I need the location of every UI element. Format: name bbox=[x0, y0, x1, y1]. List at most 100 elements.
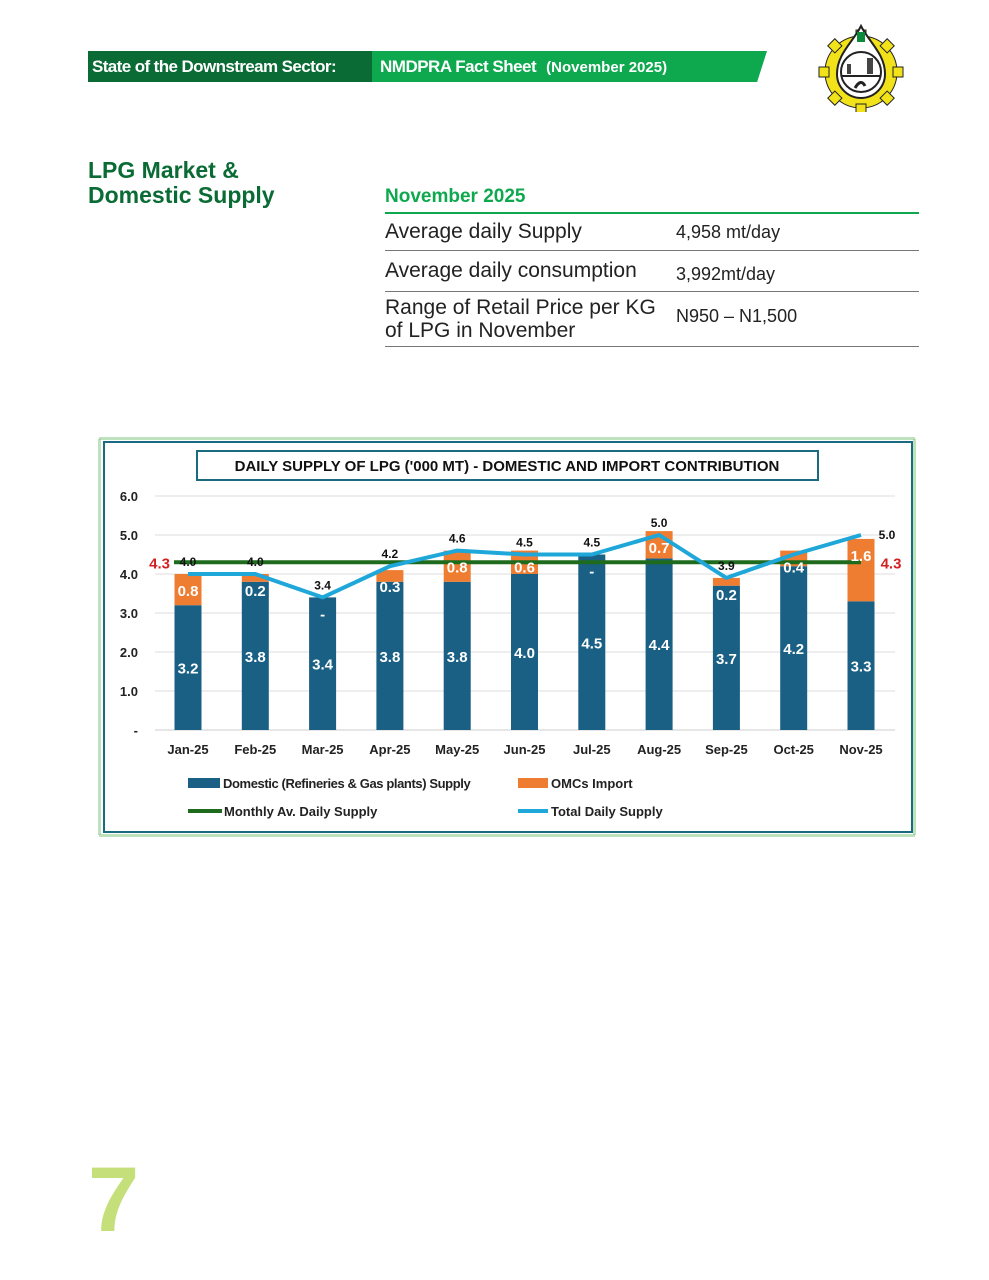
import-data-label: 0.3 bbox=[379, 579, 400, 596]
table-title: November 2025 bbox=[385, 186, 919, 214]
bar-import bbox=[712, 577, 740, 586]
x-tick-label: Sep-25 bbox=[705, 742, 748, 757]
bar-domestic bbox=[376, 581, 404, 730]
banner-title: NMDPRA Fact Sheet bbox=[380, 57, 537, 76]
chart-frame bbox=[103, 441, 913, 833]
bar-domestic bbox=[578, 554, 606, 730]
bar-domestic bbox=[780, 566, 808, 730]
import-data-label: 0.8 bbox=[178, 583, 199, 600]
domestic-data-label: 3.8 bbox=[379, 649, 400, 666]
y-tick-label: - bbox=[134, 723, 138, 738]
banner-title-block: NMDPRA Fact Sheet (November 2025) bbox=[372, 51, 767, 82]
y-tick-label: 2.0 bbox=[120, 645, 138, 660]
import-data-label: 0.7 bbox=[649, 540, 670, 557]
domestic-data-label: 3.3 bbox=[851, 659, 872, 676]
row-value: N950 – N1,500 bbox=[676, 305, 798, 326]
row-label: Average daily Supply bbox=[385, 220, 582, 243]
bar-import bbox=[376, 570, 404, 582]
bar-import bbox=[443, 550, 471, 582]
bar-import bbox=[847, 538, 875, 602]
page-number: 7 bbox=[88, 1149, 140, 1251]
row-label: Average daily consumption bbox=[385, 259, 637, 282]
y-tick-label: 6.0 bbox=[120, 489, 138, 504]
lpg-supply-chart: DAILY SUPPLY OF LPG ('000 MT) - DOMESTIC… bbox=[98, 437, 916, 837]
domestic-data-label: 4.0 bbox=[514, 645, 535, 662]
import-data-label: 0.8 bbox=[447, 560, 468, 577]
table-row: Average daily Supply 4,958 mt/day bbox=[385, 214, 919, 251]
section-title: LPG Market & Domestic Supply bbox=[88, 157, 275, 208]
x-tick-label: Jun-25 bbox=[504, 742, 546, 757]
bar-domestic bbox=[645, 558, 673, 730]
bar-import bbox=[241, 574, 269, 582]
import-data-label: - bbox=[320, 606, 325, 623]
domestic-data-label: 4.2 bbox=[783, 641, 804, 658]
domestic-data-label: 3.8 bbox=[245, 649, 266, 666]
y-tick-label: 5.0 bbox=[120, 528, 138, 543]
bar-import bbox=[174, 574, 202, 606]
x-tick-label: Feb-25 bbox=[234, 742, 276, 757]
bar-domestic bbox=[712, 585, 740, 730]
bar-domestic bbox=[443, 581, 471, 730]
legend-label-average: Monthly Av. Daily Supply bbox=[224, 804, 378, 819]
domestic-data-label: 4.4 bbox=[649, 637, 671, 654]
row-value: 3,992mt/day bbox=[676, 263, 776, 284]
bar-domestic bbox=[174, 605, 202, 730]
import-data-label: - bbox=[589, 564, 594, 581]
total-data-label: 5.0 bbox=[879, 528, 896, 542]
domestic-data-label: 3.7 bbox=[716, 651, 737, 668]
row-label: Range of Retail Price per KG of LPG in N… bbox=[385, 296, 656, 342]
x-tick-label: Oct-25 bbox=[773, 742, 813, 757]
x-tick-label: Jan-25 bbox=[167, 742, 208, 757]
import-data-label: 0.4 bbox=[783, 560, 805, 577]
total-data-label: 4.5 bbox=[516, 536, 533, 550]
bar-domestic bbox=[511, 574, 538, 730]
bar-domestic bbox=[847, 601, 875, 730]
total-data-label: 4.6 bbox=[449, 532, 466, 546]
total-supply-line bbox=[188, 533, 862, 600]
legend-label-import: OMCs Import bbox=[551, 776, 633, 791]
total-data-label: 5.0 bbox=[651, 516, 668, 530]
import-data-label: 0.2 bbox=[716, 587, 737, 604]
x-tick-label: Mar-25 bbox=[302, 742, 344, 757]
bar-domestic bbox=[241, 581, 269, 730]
chart-title: DAILY SUPPLY OF LPG ('000 MT) - DOMESTIC… bbox=[235, 458, 780, 475]
legend-swatch-domestic bbox=[188, 778, 220, 788]
legend: Domestic (Refineries & Gas plants) Suppl… bbox=[188, 776, 663, 819]
x-tick-label: Jul-25 bbox=[573, 742, 611, 757]
average-label-left: 4.3 bbox=[149, 555, 170, 572]
bar-domestic bbox=[309, 597, 337, 730]
chart-title-box bbox=[196, 450, 819, 481]
legend-label-domestic: Domestic (Refineries & Gas plants) Suppl… bbox=[223, 776, 471, 791]
total-data-label: 4.0 bbox=[247, 555, 264, 569]
table-row: Average daily consumption 3,992mt/day bbox=[385, 251, 919, 292]
x-tick-label: Aug-25 bbox=[637, 742, 681, 757]
total-data-label: 4.0 bbox=[180, 555, 197, 569]
y-tick-label: 4.0 bbox=[120, 567, 138, 582]
banner-period: (November 2025) bbox=[546, 59, 668, 76]
import-data-label: 0.6 bbox=[514, 560, 535, 577]
y-tick-label: 3.0 bbox=[120, 606, 138, 621]
x-tick-label: May-25 bbox=[435, 742, 479, 757]
banner-section: State of the Downstream Sector: bbox=[88, 51, 372, 82]
total-data-label: 4.2 bbox=[382, 547, 399, 561]
domestic-data-label: 4.5 bbox=[581, 635, 602, 652]
import-data-label: 0.2 bbox=[245, 583, 266, 600]
y-tick-label: 1.0 bbox=[120, 684, 138, 699]
total-data-label: 4.5 bbox=[583, 536, 600, 550]
total-data-label: 3.9 bbox=[718, 559, 735, 573]
average-label-right: 4.3 bbox=[881, 555, 902, 572]
header-banner: State of the Downstream Sector: NMDPRA F… bbox=[88, 51, 767, 82]
table-row: Range of Retail Price per KG of LPG in N… bbox=[385, 292, 919, 347]
legend-label-total: Total Daily Supply bbox=[551, 804, 663, 819]
domestic-data-label: 3.4 bbox=[312, 657, 334, 674]
import-data-label: 1.6 bbox=[851, 548, 872, 565]
nmdpra-logo-icon bbox=[818, 23, 904, 112]
domestic-data-label: 3.8 bbox=[447, 649, 468, 666]
x-tick-label: Apr-25 bbox=[369, 742, 410, 757]
legend-swatch-import bbox=[518, 778, 548, 788]
row-value: 4,958 mt/day bbox=[676, 221, 781, 242]
total-data-label: 3.4 bbox=[314, 578, 331, 592]
domestic-data-label: 3.2 bbox=[178, 661, 199, 678]
x-tick-label: Nov-25 bbox=[839, 742, 882, 757]
